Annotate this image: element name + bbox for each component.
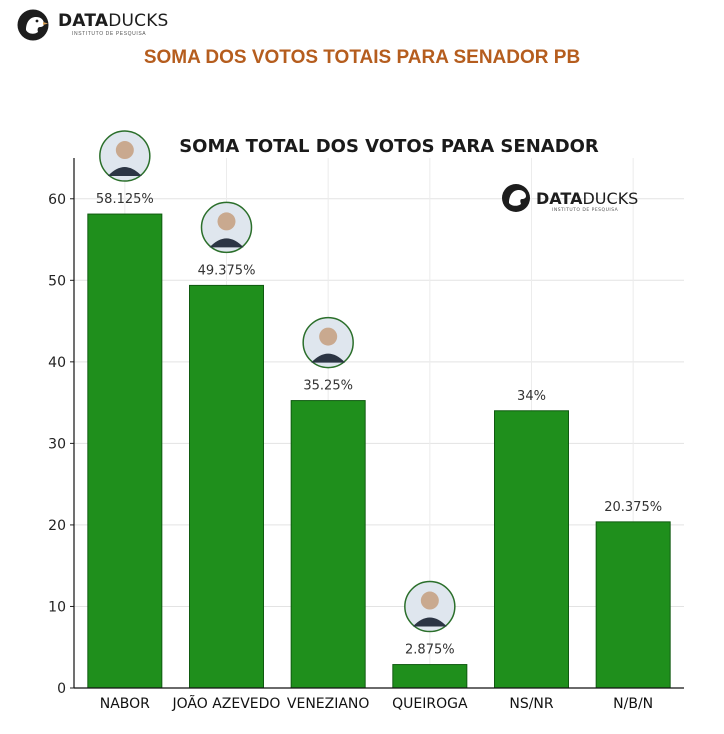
bar-4 [392,664,468,689]
avatar-head-icon [420,591,439,610]
bar-chart: SOMA TOTAL DOS VOTOS PARA SENADOR 0 10 20 30… [40,118,724,734]
watermark-subtitle: INSTITUTO DE PESQUISA [552,207,619,213]
avatar-body-icon [209,238,244,248]
bar-3 [290,400,366,689]
watermark-text: DATADUCKS [536,189,638,208]
x-category-label: NS/NR [509,696,554,712]
watermark-duck-shape [509,190,526,206]
y-tick-label: 50 [48,273,66,289]
y-tick-label: 40 [48,355,66,371]
chart-title: SOMA TOTAL DOS VOTOS PARA SENADOR [179,136,599,157]
y-tick-label: 0 [57,681,66,697]
y-tick-label: 60 [48,192,66,208]
duck-logo-icon [17,9,49,41]
x-category-label: N/B/N [613,696,653,712]
candidate-photo-avatar [404,580,456,633]
x-category-label: VENEZIANO [287,696,370,712]
chart-grid [74,158,684,689]
brand-name: DATADUCKS [58,11,169,31]
bar-1 [87,213,163,689]
x-category-label: NABOR [100,696,150,712]
bar-value-label: 20.375% [604,500,662,515]
bar-value-label: 34% [517,389,546,404]
bar-5 [494,410,569,689]
bar-value-label: 58.125% [96,192,154,207]
chart-svg: SOMA TOTAL DOS VOTOS PARA SENADOR 0 10 20 30… [48,130,684,712]
y-tick-label: 30 [48,436,66,452]
bar-6 [595,521,671,689]
candidate-photo-avatar [200,201,253,254]
bars [87,213,671,689]
bar-value-label: 35.25% [303,379,353,394]
bar-2 [189,284,264,689]
x-category-label: QUEIROGA [392,696,468,712]
x-category-label: JOÃO AZEVEDO [172,695,281,712]
y-tick-label: 10 [48,599,66,615]
avatar-body-icon [107,167,142,177]
brand-subtitle: INSTITUTO DE PESQUISA [72,31,147,37]
y-tick-label: 20 [48,518,66,534]
avatar-head-icon [115,141,134,160]
brand-logo: DATADUCKS INSTITUTO DE PESQUISA [16,8,169,42]
avatar-body-icon [412,617,447,627]
candidate-photo-avatar [99,130,151,182]
avatar-head-icon [217,212,236,231]
candidate-photo-avatar [302,316,354,369]
page-title: SOMA DOS VOTOS TOTAIS PARA SENADOR PB [143,47,581,68]
avatar-head-icon [319,327,338,346]
bar-value-label: 2.875% [405,643,455,658]
bar-value-label: 49.375% [198,263,256,278]
avatar-body-icon [311,353,346,363]
